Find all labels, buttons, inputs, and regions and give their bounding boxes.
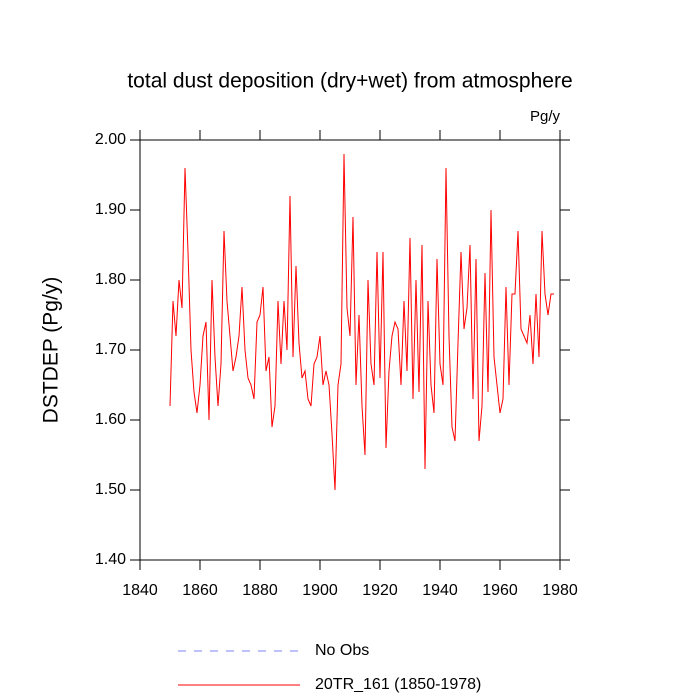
y-tick-label: 1.50 <box>95 481 126 498</box>
data-line <box>169 153 554 491</box>
x-tick-label: 1860 <box>182 582 218 599</box>
x-tick-label: 1840 <box>122 582 158 599</box>
x-tick-label: 1940 <box>422 582 458 599</box>
y-axis-label: DSTDEP (Pg/y) <box>40 277 63 424</box>
y-tick-label: 1.60 <box>95 411 126 428</box>
y-tick-label: 1.40 <box>95 551 126 568</box>
units: Pg/y <box>530 108 561 125</box>
plot-frame <box>139 139 561 561</box>
chart-title: total dust deposition (dry+wet) from atm… <box>127 70 572 93</box>
x-tick-label: 1960 <box>482 582 518 599</box>
y-tick-label: 2.00 <box>95 131 126 148</box>
y-tick-label: 1.80 <box>95 271 126 288</box>
y-tick-label: 1.70 <box>95 341 126 358</box>
x-tick-label: 1900 <box>302 582 338 599</box>
x-tick-label: 1980 <box>542 582 578 599</box>
x-tick-label: 1880 <box>242 582 278 599</box>
y-tick-label: 1.90 <box>95 201 126 218</box>
legend-label: 20TR_161 (1850-1978) <box>315 676 481 693</box>
x-tick-label: 1920 <box>362 582 398 599</box>
legend-label: No Obs <box>315 642 369 659</box>
